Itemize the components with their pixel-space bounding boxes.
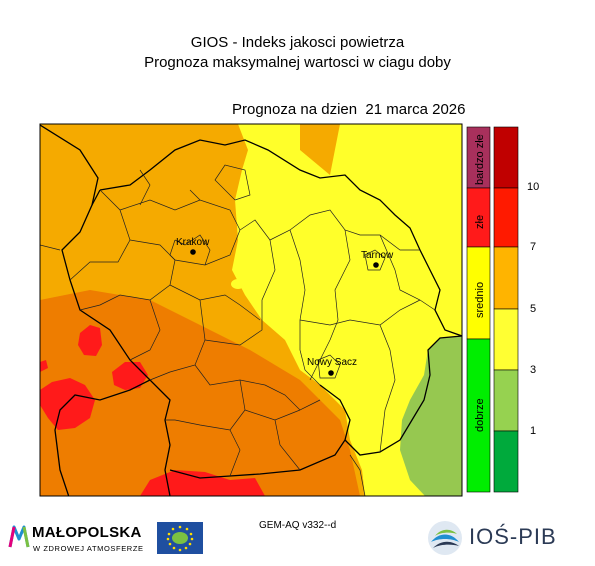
city-label-nowy-sacz: Nowy Sacz [307, 357, 357, 368]
malopolska-m-icon [8, 525, 30, 548]
zone-green [400, 336, 462, 496]
scale-label: 7 [530, 241, 537, 253]
zone-yellow-speck [231, 279, 245, 289]
scale-label: 3 [530, 364, 537, 376]
legend-label-bad: złe [474, 215, 486, 229]
zone-yellow-speck [276, 157, 296, 169]
zone-red [78, 325, 102, 356]
category-legend: bardzo złe złe srednio dobrze [466, 126, 491, 493]
scale-step [493, 430, 519, 493]
scale-step [493, 308, 519, 371]
city-dot-nowy-sacz [328, 370, 334, 376]
legend-label-very-bad: bardzo złe [474, 134, 486, 185]
eu-flag-icon [157, 522, 203, 554]
city-label-krakow: Krakow [176, 237, 210, 248]
city-dot-krakow [190, 249, 196, 255]
forecast-date: Prognoza na dzien 21 marca 2026 [232, 101, 466, 118]
scale-step [493, 126, 519, 189]
scale-label: 10 [527, 181, 540, 193]
malopolska-subtitle: W ZDROWEJ ATMOSFERZE [33, 544, 144, 553]
scale-step [493, 369, 519, 432]
page-subtitle: Prognoza maksymalnej wartosci w ciagu do… [144, 54, 451, 71]
model-version: GEM-AQ v332--d [259, 520, 337, 531]
page-title: GIOS - Indeks jakosci powietrza [190, 34, 405, 51]
map-frame [39, 123, 463, 497]
scale-label: 1 [530, 425, 537, 437]
scale-step [493, 246, 519, 310]
city-dot-tarnow [373, 262, 379, 268]
zone-red [40, 378, 95, 430]
legend-cat-good [466, 338, 491, 493]
eu-life-logo [157, 522, 203, 554]
legend-label-good: dobrze [474, 398, 486, 432]
map-area: Krakow Tarnow Nowy Sacz [40, 124, 462, 496]
legend-label-medium: srednio [474, 282, 486, 318]
ios-pib-icon [428, 521, 462, 555]
color-scale [493, 126, 519, 493]
malopolska-title: MAŁOPOLSKA [32, 524, 142, 541]
scale-step [493, 187, 519, 248]
zone-red [40, 360, 48, 372]
ios-pib-logo: IOŚ-PIB [425, 518, 565, 560]
scale-label: 5 [530, 303, 537, 315]
zone-yellow [232, 124, 462, 496]
city-label-tarnow: Tarnow [361, 250, 394, 261]
malopolska-logo: MAŁOPOLSKA W ZDROWEJ ATMOSFERZE [8, 521, 158, 561]
ios-pib-title: IOŚ-PIB [469, 524, 557, 549]
zone-red [140, 470, 265, 496]
